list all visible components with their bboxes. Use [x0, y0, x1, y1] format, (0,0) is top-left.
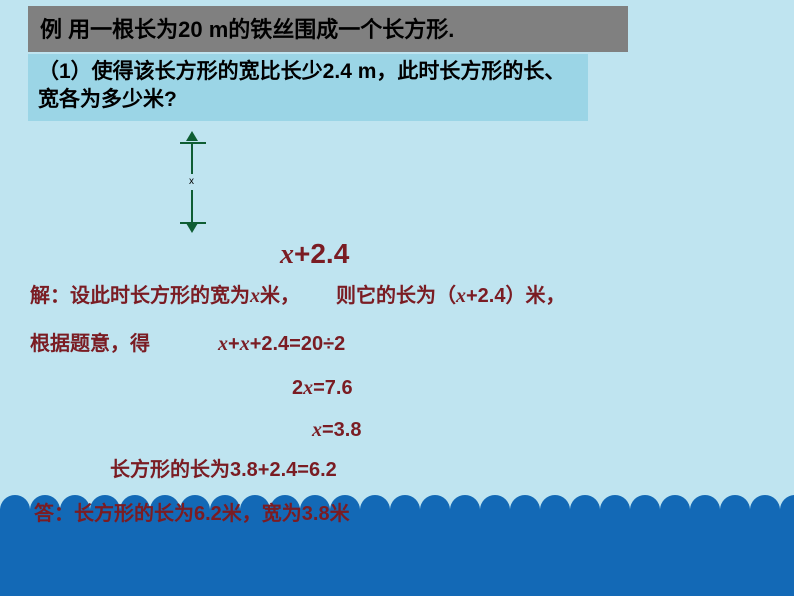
expr-rest: +2.4	[294, 238, 349, 269]
arrow-down-icon	[186, 223, 198, 233]
answer-text: 答：长方形的长为6.2米，宽为3.8米	[34, 500, 350, 528]
arrow-up-icon	[186, 131, 198, 141]
bracket-line-top	[191, 142, 193, 174]
solution-let: 解：设此时长方形的宽为x米，	[30, 282, 300, 310]
center-expression: x+2.4	[280, 238, 349, 271]
equation-3: x=3.8	[312, 416, 361, 444]
bracket-line-bottom	[191, 190, 193, 222]
equation-1: x+x+2.4=20÷2	[218, 330, 345, 358]
expr-x: x	[280, 239, 294, 270]
question-text: （1）使得该长方形的宽比长少2.4 m，此时长方形的长、宽各为多少米?	[28, 54, 588, 121]
equation-2: 2x=7.6	[292, 374, 353, 402]
width-bracket-diagram: x	[160, 135, 250, 230]
example-title: 例 用一根长为20 m的铁丝围成一个长方形.	[28, 6, 628, 52]
according-text: 根据题意，得	[30, 330, 150, 358]
length-calc: 长方形的长为3.8+2.4=6.2	[110, 456, 337, 484]
diagram-label-x: x	[189, 176, 194, 187]
solution-then: 则它的长为（x+2.4）米，	[336, 282, 565, 310]
bracket-top	[180, 142, 206, 144]
